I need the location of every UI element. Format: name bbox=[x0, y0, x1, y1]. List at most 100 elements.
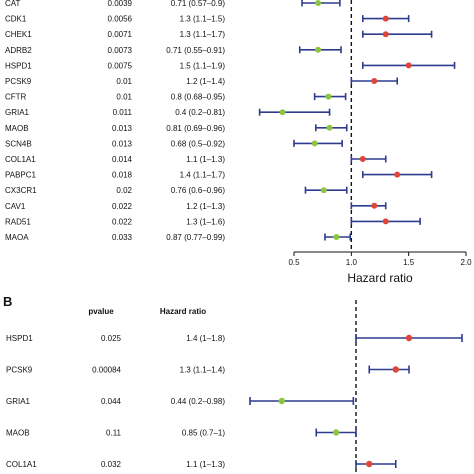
panel-b-gene-label: COL1A1 bbox=[6, 460, 37, 469]
panel-a-hazard-ratio-label: 1.2 (1–1.3) bbox=[186, 202, 225, 211]
panel-b-row: GRIA1 0.044 0.44 (0.2–0.98) bbox=[6, 397, 355, 406]
panel-a-gene-label: PABPC1 bbox=[5, 171, 37, 180]
panel-b-pvalue-label: 0.00084 bbox=[92, 366, 121, 375]
panel-a-gene-label: GRIA1 bbox=[5, 108, 30, 117]
panel-a-pvalue-label: 0.02 bbox=[116, 186, 132, 195]
panel-a-row: RAD51 0.022 1.3 (1–1.6) bbox=[5, 217, 421, 226]
panel-a-hazard-ratio-label: 0.4 (0.2–0.81) bbox=[175, 108, 225, 117]
panel-a-x-tick-label: 0.5 bbox=[288, 258, 300, 267]
panel-a-row: PABPC1 0.018 1.4 (1.1–1.7) bbox=[5, 171, 433, 180]
panel-a-pvalue-label: 0.01 bbox=[116, 93, 132, 102]
panel-b-hazard-ratio-point bbox=[278, 397, 285, 405]
panel-a-pvalue-label: 0.0073 bbox=[108, 46, 133, 55]
panel-b-hazard-ratio-point bbox=[332, 429, 340, 436]
panel-a-hazard-ratio-point bbox=[326, 124, 333, 131]
panel-a-row: ADRB2 0.0073 0.71 (0.55–0.91) bbox=[5, 46, 342, 55]
panel-a-hazard-ratio-point bbox=[382, 15, 389, 22]
panel-b-gene-label: MAOB bbox=[6, 429, 30, 438]
panel-a-hazard-ratio-point bbox=[320, 187, 327, 194]
panel-a-hazard-ratio-point bbox=[359, 156, 366, 162]
panel-a-hazard-ratio-point bbox=[279, 109, 286, 116]
panel-b-label: B bbox=[3, 294, 12, 309]
panel-a-hazard-ratio-label: 1.4 (1.1–1.7) bbox=[180, 171, 226, 180]
panel-a-hazard-ratio-label: 0.87 (0.77–0.99) bbox=[166, 233, 225, 242]
panel-a-gene-label: CAT bbox=[5, 0, 21, 8]
panel-a-hazard-ratio-point bbox=[315, 0, 322, 6]
panel-a-pvalue-label: 0.014 bbox=[112, 155, 133, 164]
panel-b-gene-label: HSPD1 bbox=[6, 334, 33, 343]
panel-a-row: CX3CR1 0.02 0.76 (0.6–0.96) bbox=[5, 186, 348, 195]
panel-a-row: CAV1 0.022 1.2 (1–1.3) bbox=[5, 202, 387, 211]
panel-a-hazard-ratio-point bbox=[311, 140, 318, 147]
panel-a-row: CHEK1 0.0071 1.3 (1.1–1.7) bbox=[5, 30, 433, 39]
panel-a-row: HSPD1 0.0075 1.5 (1.1–1.9) bbox=[5, 61, 456, 70]
panel-a-row: SCN4B 0.013 0.68 (0.5–0.92) bbox=[5, 139, 343, 148]
panel-a-gene-label: CDK1 bbox=[5, 15, 27, 24]
panel-a-gene-label: CHEK1 bbox=[5, 30, 32, 39]
panel-b-hazard-ratio-header: Hazard ratio bbox=[160, 307, 206, 316]
panel-a-x-tick-label: 2.0 bbox=[460, 258, 472, 267]
panel-b-hazard-ratio-label: 1.1 (1–1.3) bbox=[186, 460, 225, 469]
panel-a-gene-label: HSPD1 bbox=[5, 61, 32, 70]
panel-a-hazard-ratio-point bbox=[394, 171, 401, 178]
panel-a-row: GRIA1 0.011 0.4 (0.2–0.81) bbox=[5, 108, 331, 117]
panel-a-gene-label: CAV1 bbox=[5, 202, 26, 211]
panel-a-pvalue-label: 0.013 bbox=[112, 124, 133, 133]
panel-a-pvalue-label: 0.0039 bbox=[108, 0, 133, 8]
panel-a-hazard-ratio-label: 1.3 (1.1–1.7) bbox=[180, 30, 226, 39]
panel-a-hazard-ratio-label: 1.5 (1.1–1.9) bbox=[180, 61, 226, 70]
panel-a-hazard-ratio-point bbox=[382, 218, 389, 225]
panel-a-hazard-ratio-label: 1.1 (1–1.3) bbox=[186, 155, 225, 164]
panel-a-hazard-ratio-label: 0.81 (0.69–0.96) bbox=[166, 124, 225, 133]
panel-a-gene-label: MAOB bbox=[5, 124, 29, 133]
panel-b-pvalue-label: 0.025 bbox=[101, 334, 122, 343]
panel-a-x-tick-label: 1.0 bbox=[346, 258, 358, 267]
panel-a-hazard-ratio-label: 0.68 (0.5–0.92) bbox=[171, 139, 226, 148]
panel-a-hazard-ratio-label: 1.2 (1–1.4) bbox=[186, 77, 225, 86]
panel-a-row: MAOB 0.013 0.81 (0.69–0.96) bbox=[5, 124, 348, 133]
panel-a-hazard-ratio-point bbox=[333, 234, 340, 240]
panel-a-row: CAT 0.0039 0.71 (0.57–0.9) bbox=[5, 0, 341, 8]
panel-b-row: PCSK9 0.00084 1.3 (1.1–1.4) bbox=[6, 365, 410, 375]
panel-a-pvalue-label: 0.0075 bbox=[108, 61, 133, 70]
panel-b-row: COL1A1 0.032 1.1 (1–1.3) bbox=[6, 460, 397, 469]
panel-a-hazard-ratio-point bbox=[405, 62, 412, 69]
panel-a-hazard-ratio-point bbox=[325, 93, 332, 100]
panel-a-x-tick-label: 1.5 bbox=[403, 258, 415, 267]
panel-b-pvalue-label: 0.032 bbox=[101, 460, 122, 469]
panel-a-gene-label: RAD51 bbox=[5, 217, 31, 226]
panel-a-pvalue-label: 0.01 bbox=[116, 77, 132, 86]
panel-a-gene-label: CFTR bbox=[5, 93, 27, 102]
panel-b-hazard-ratio-label: 1.3 (1.1–1.4) bbox=[180, 366, 226, 375]
panel-a-pvalue-label: 0.033 bbox=[112, 233, 133, 242]
panel-a-pvalue-label: 0.0056 bbox=[108, 15, 133, 24]
panel-a-hazard-ratio-label: 1.3 (1–1.6) bbox=[186, 217, 225, 226]
panel-a-hazard-ratio-point bbox=[371, 202, 378, 209]
panel-a-pvalue-label: 0.022 bbox=[112, 202, 133, 211]
panel-a-pvalue-label: 0.013 bbox=[112, 139, 133, 148]
panel-b-hazard-ratio-point bbox=[392, 366, 399, 373]
panel-a-pvalue-label: 0.011 bbox=[113, 108, 133, 117]
panel-b-forest-plot: B pvalue Hazard ratio HSPD1 0.025 1.4 (1–1… bbox=[3, 294, 463, 474]
panel-b-pvalue-label: 0.11 bbox=[106, 429, 122, 438]
panel-a-gene-label: SCN4B bbox=[5, 139, 32, 148]
panel-b-rows: HSPD1 0.025 1.4 (1–1.8) PCSK9 0.00084 1.3 (1.… bbox=[6, 334, 463, 469]
panel-b-row: MAOB 0.11 0.85 (0.7–1) bbox=[6, 428, 357, 438]
panel-a-hazard-ratio-label: 0.71 (0.55–0.91) bbox=[166, 46, 225, 55]
panel-a-x-axis-ticks: 0.5 1.0 1.5 2.0 bbox=[288, 252, 472, 267]
panel-b-hazard-ratio-label: 1.4 (1–1.8) bbox=[186, 334, 225, 343]
panel-a-x-axis-label: Hazard ratio bbox=[347, 271, 413, 285]
panel-a-hazard-ratio-label: 0.71 (0.57–0.9) bbox=[171, 0, 226, 8]
panel-a-pvalue-label: 0.022 bbox=[112, 217, 133, 226]
panel-b-row: HSPD1 0.025 1.4 (1–1.8) bbox=[6, 334, 463, 343]
panel-b-hazard-ratio-label: 0.44 (0.2–0.98) bbox=[171, 397, 226, 406]
panel-a-row: CDK1 0.0056 1.3 (1.1–1.5) bbox=[5, 15, 410, 24]
panel-b-gene-label: GRIA1 bbox=[6, 397, 31, 406]
panel-a-hazard-ratio-label: 1.3 (1.1–1.5) bbox=[180, 15, 226, 24]
panel-b-gene-label: PCSK9 bbox=[6, 366, 33, 375]
panel-b-hazard-ratio-point bbox=[405, 334, 413, 342]
panel-a-gene-label: CX3CR1 bbox=[5, 186, 37, 195]
panel-b-hazard-ratio-point bbox=[366, 460, 373, 468]
panel-a-pvalue-label: 0.018 bbox=[112, 171, 133, 180]
